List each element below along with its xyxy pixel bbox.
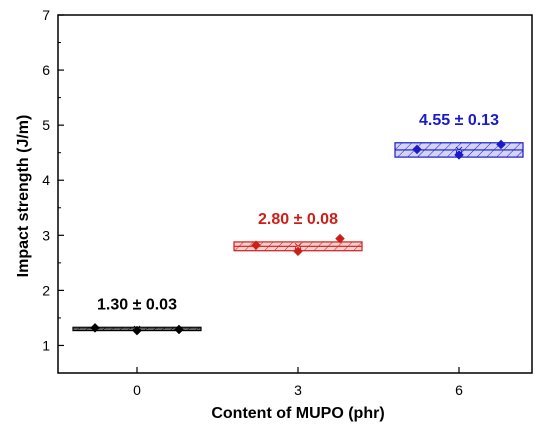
data-point	[412, 144, 422, 155]
data-point	[496, 139, 506, 150]
x-tick-label: 3	[294, 382, 302, 398]
group-3: 2.80 ± 0.08	[233, 211, 363, 257]
axes: 1 2 3 4 5 6 7 0 3 6	[42, 7, 533, 398]
x-axis-title: Content of MUPO (phr)	[211, 405, 384, 422]
data-point	[90, 322, 100, 333]
y-axis-title: Impact strength (J/m)	[15, 115, 32, 278]
data-point	[132, 325, 142, 336]
data-point	[335, 233, 345, 244]
data-point	[251, 240, 261, 251]
y-tick-label: 1	[42, 337, 50, 353]
y-tick-label: 5	[42, 117, 50, 133]
plot-frame	[57, 14, 533, 374]
x-tick-label: 6	[455, 382, 463, 398]
data-point	[454, 150, 464, 160]
group-annotation: 2.80 ± 0.08	[258, 211, 338, 228]
group-0: 1.30 ± 0.03	[72, 296, 202, 336]
x-tick-label: 0	[133, 382, 141, 398]
group-annotation: 1.30 ± 0.03	[97, 296, 177, 313]
y-tick-label: 3	[42, 227, 50, 243]
data-point	[293, 246, 303, 257]
data-point	[174, 324, 184, 335]
y-tick-label: 6	[42, 62, 50, 78]
group-6: 4.55 ± 0.13	[394, 112, 524, 160]
y-tick-label: 4	[42, 172, 50, 188]
y-tick-label: 2	[42, 282, 50, 298]
plot-area: 1.30 ± 0.03 2.80 ± 0.08 4.55 ± 0.13	[72, 112, 524, 336]
group-annotation: 4.55 ± 0.13	[419, 112, 499, 129]
y-tick-label: 7	[42, 7, 50, 23]
